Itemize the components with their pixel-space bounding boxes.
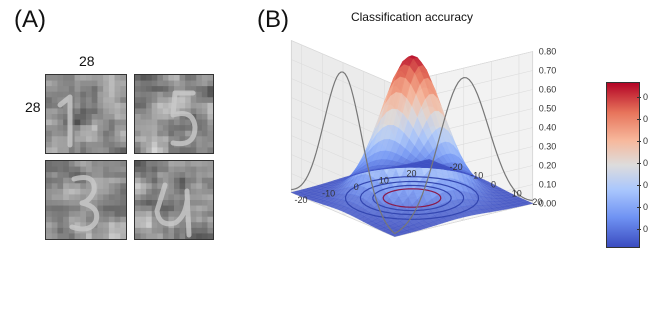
- y-tick-label: 0: [491, 179, 496, 189]
- panel-b-label: (B): [257, 6, 289, 33]
- colorbar: [606, 82, 640, 248]
- y-tick-label: -20: [450, 162, 463, 172]
- chart-title: Classification accuracy: [351, 10, 473, 24]
- digit-tile-3: [45, 160, 127, 240]
- width-label: 28: [79, 53, 95, 69]
- colorbar-tick-label: 0: [636, 114, 649, 124]
- z-tick-label: 0.40: [539, 123, 557, 133]
- height-label: 28: [25, 99, 41, 115]
- digit-tile-4: [134, 160, 214, 240]
- digit-tile-1: [45, 74, 127, 154]
- x-tick-label: 20: [406, 169, 416, 179]
- colorbar-tick-label: 0: [636, 92, 649, 102]
- z-tick-label: 0.60: [539, 85, 557, 95]
- x-tick-label: 0: [354, 182, 359, 192]
- z-tick-label: 0.20: [539, 161, 557, 171]
- z-tick-label: 0.50: [539, 104, 557, 114]
- z-tick-label: 0.70: [539, 66, 557, 76]
- colorbar-tick-label: 0: [636, 180, 649, 190]
- z-tick-label: 0.10: [539, 180, 557, 190]
- x-tick-label: -10: [322, 189, 335, 199]
- colorbar-tick-label: 0: [636, 158, 649, 168]
- z-tick-label: 0.00: [539, 199, 557, 209]
- colorbar-tick-label: 0: [636, 136, 649, 146]
- x-tick-label: 10: [379, 175, 389, 185]
- colorbar-tick-label: 0: [636, 202, 649, 212]
- y-tick-label: 10: [512, 188, 522, 198]
- digit-tile-5: [134, 74, 214, 154]
- z-tick-label: 0.80: [539, 47, 557, 57]
- x-tick-label: -20: [295, 195, 308, 205]
- panel-a-label: (A): [14, 6, 46, 33]
- colorbar-tick-label: 0: [636, 224, 649, 234]
- y-tick-label: 20: [532, 197, 542, 207]
- y-tick-label: -10: [470, 171, 483, 181]
- z-tick-label: 0.30: [539, 142, 557, 152]
